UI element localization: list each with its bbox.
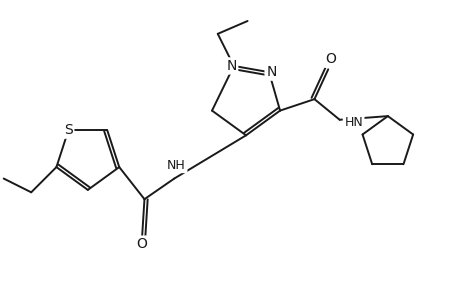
Text: O: O [325,52,335,66]
Text: S: S [64,123,73,137]
Text: NH: NH [167,159,185,172]
Text: N: N [226,59,236,73]
Text: HN: HN [343,116,362,129]
Text: O: O [136,237,147,251]
Text: N: N [266,65,276,79]
